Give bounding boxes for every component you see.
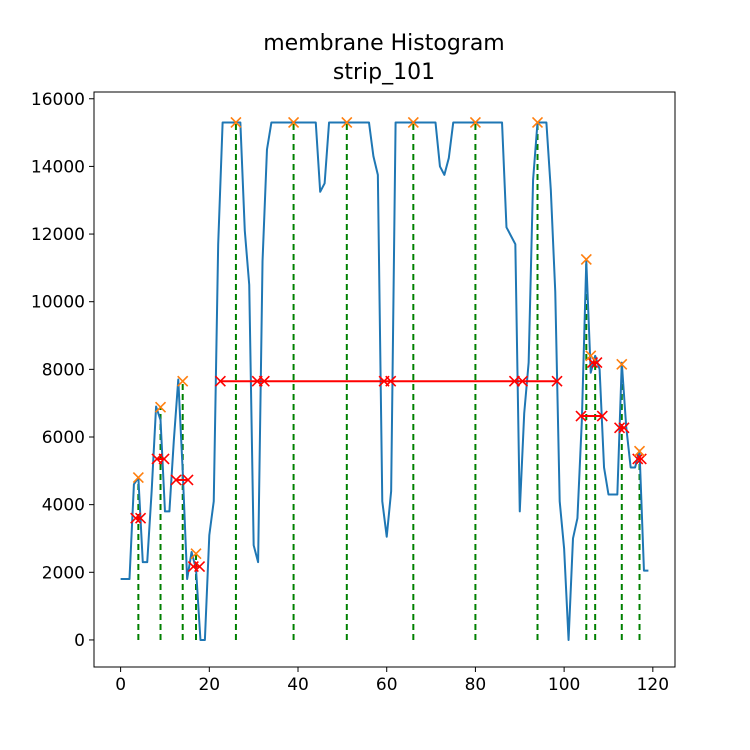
- peak-marker-stroke-b: [585, 350, 597, 362]
- peak-marker-stroke-b: [190, 548, 202, 560]
- peak-marker: [177, 375, 189, 387]
- peak-width-marker: [258, 375, 270, 387]
- peak-marker-stroke-b: [531, 116, 544, 129]
- plot-area: [120, 116, 649, 641]
- peak-width-marker: [516, 375, 528, 387]
- x-tick-label: 20: [198, 675, 220, 695]
- peak-marker-stroke-b: [633, 445, 646, 457]
- peak-marker-stroke-b: [616, 358, 628, 370]
- peak-width-start-marker: [575, 410, 587, 422]
- peak-width-end-marker-stroke-b: [591, 357, 603, 369]
- peak-width-end-marker-stroke-b: [182, 474, 194, 486]
- peak-marker: [407, 116, 419, 129]
- peak-width-start-marker-stroke-b: [613, 422, 626, 434]
- peak-marker-stroke-b: [469, 116, 481, 129]
- peak-marker: [190, 548, 202, 560]
- peak-width-start-marker: [170, 474, 182, 486]
- peak-width-marker: [508, 375, 521, 387]
- y-tick-label: 12000: [31, 225, 85, 245]
- y-tick-label: 10000: [31, 293, 85, 313]
- peak-marker-stroke-b: [407, 116, 419, 129]
- y-tick-label: 6000: [42, 428, 85, 448]
- x-tick-label: 100: [548, 675, 580, 695]
- peak-width-start-marker-stroke-b: [632, 453, 644, 465]
- x-axis-ticks: 0 20 40 60 80 100 120: [115, 667, 669, 695]
- peak-width-start-marker-stroke-b: [170, 474, 182, 486]
- peak-marker-stroke-b: [341, 116, 353, 129]
- peak-width-start-marker: [130, 512, 142, 524]
- peak-marker: [616, 358, 628, 370]
- peak-marker: [132, 472, 144, 484]
- peak-marker: [154, 401, 167, 413]
- histogram-line: [120, 121, 649, 641]
- peak-width-end-marker-stroke-b: [596, 410, 608, 422]
- peak-width-end-marker-stroke-b: [551, 375, 563, 387]
- peak-width-end-marker-stroke-b: [193, 560, 206, 573]
- peak-width-end-marker: [135, 512, 147, 524]
- peak-width-end-marker: [618, 422, 630, 434]
- x-tick-label: 60: [376, 675, 398, 695]
- peak-width-start-marker: [613, 422, 626, 434]
- peak-width-marker-stroke-b: [258, 375, 270, 387]
- peak-width-marker-stroke-b: [385, 375, 397, 387]
- peak-marker: [580, 253, 592, 265]
- peak-width-start-marker-stroke-b: [214, 375, 226, 387]
- y-axis-ticks: 0 2000 4000 6000 8000 10000 12000 14000 16000: [31, 90, 94, 651]
- axes-frame: [93, 91, 676, 668]
- y-tick-label: 16000: [31, 90, 85, 110]
- peak-width-start-marker: [586, 357, 599, 369]
- peak-marker-stroke-b: [288, 116, 300, 129]
- peak-marker: [585, 350, 597, 362]
- peak-marker-stroke-b: [580, 253, 592, 265]
- peak-marker-stroke-b: [154, 401, 167, 413]
- peak-marker-stroke-b: [132, 472, 144, 484]
- peak-width-end-marker-stroke-b: [618, 422, 630, 434]
- peak-width-marker-stroke-b: [508, 375, 521, 387]
- peak-marker: [633, 445, 646, 457]
- peak-marker: [469, 116, 481, 129]
- peak-marker: [531, 116, 544, 129]
- x-tick-label: 0: [115, 675, 126, 695]
- peak-marker-stroke-b: [177, 375, 189, 387]
- y-tick-label: 4000: [42, 496, 85, 516]
- peak-width-start-marker-stroke-b: [130, 512, 142, 524]
- peak-width-end-marker: [182, 474, 194, 486]
- peak-marker: [341, 116, 353, 129]
- x-tick-label: 80: [465, 675, 487, 695]
- peak-width-end-marker: [193, 560, 206, 573]
- peak-marker: [288, 116, 300, 129]
- peak-width-end-marker: [596, 410, 608, 422]
- chart-subtitle: strip_101: [333, 60, 435, 85]
- x-tick-label: 40: [287, 675, 309, 695]
- peak-width-marker-stroke-b: [516, 375, 528, 387]
- peak-marker-stroke-b: [230, 116, 242, 129]
- peak-width-marker: [385, 375, 397, 387]
- peak-width-start-marker-stroke-b: [586, 357, 599, 369]
- peak-width-start-marker: [214, 375, 226, 387]
- peak-marker: [230, 116, 242, 129]
- y-tick-label: 0: [74, 631, 85, 651]
- peak-width-end-marker-stroke-b: [135, 512, 147, 524]
- peak-width-end-marker-stroke-b: [158, 453, 170, 465]
- peak-width-end-marker: [551, 375, 563, 387]
- chart-title: membrane Histogram: [263, 31, 504, 56]
- peak-width-start-marker-stroke-b: [575, 410, 587, 422]
- x-tick-label: 120: [637, 675, 669, 695]
- peak-width-end-marker: [158, 453, 170, 465]
- y-tick-label: 8000: [42, 360, 85, 380]
- y-tick-label: 2000: [42, 563, 85, 583]
- y-tick-label: 14000: [31, 157, 85, 177]
